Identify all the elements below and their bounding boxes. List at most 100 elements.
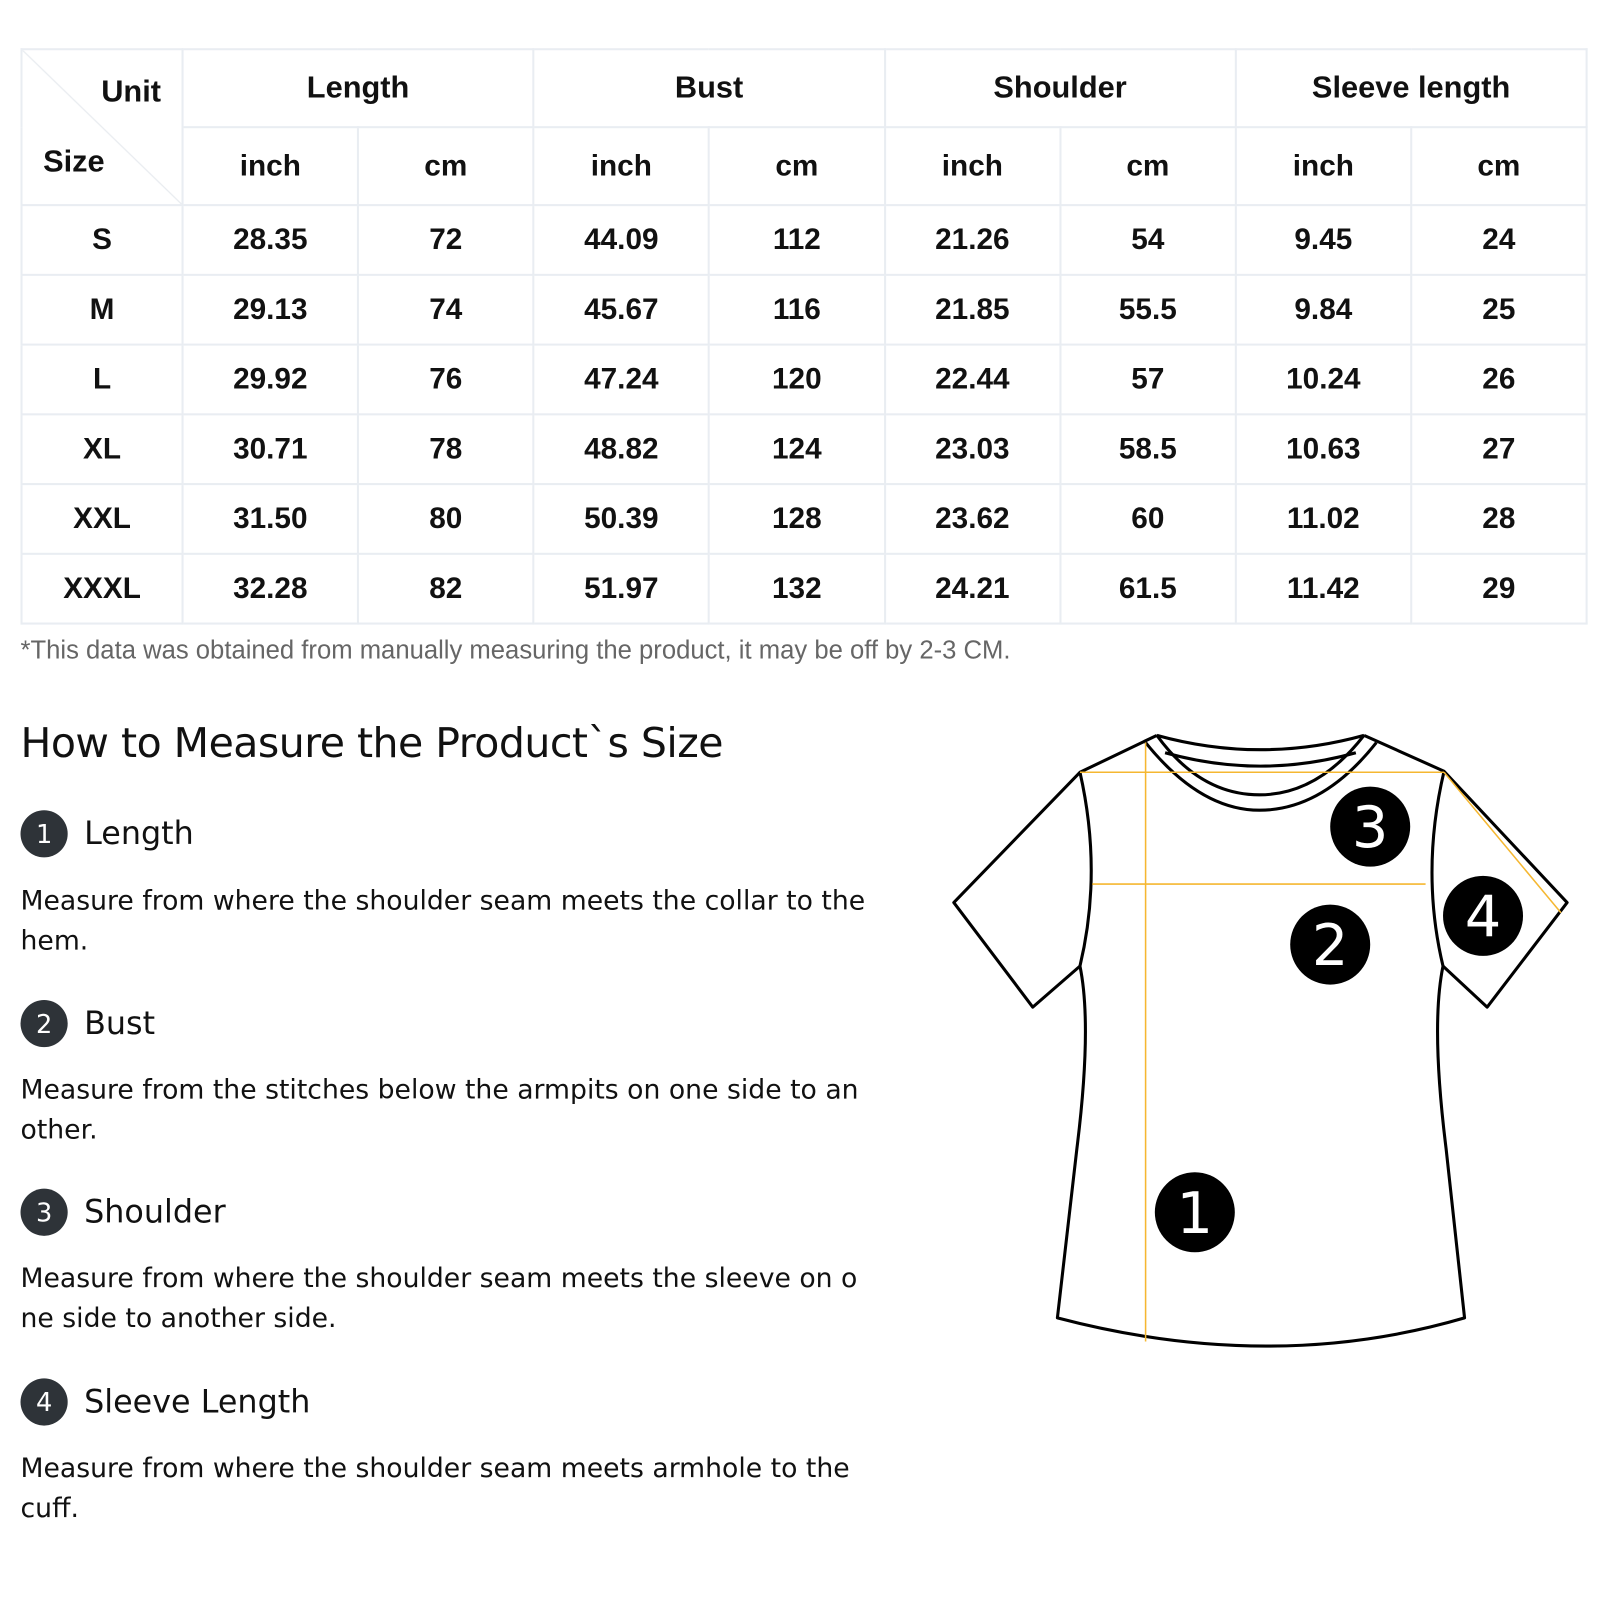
unit-cm: cm xyxy=(1410,126,1588,207)
value-cell: 112 xyxy=(708,204,886,276)
number-badge-icon: 2 xyxy=(20,999,68,1048)
value-cell: 72 xyxy=(357,204,535,276)
value-cell: 54 xyxy=(1059,204,1237,276)
value-cell: 10.63 xyxy=(1234,413,1413,486)
value-cell: 128 xyxy=(708,483,886,555)
unit-inch: inch xyxy=(883,126,1062,207)
size-header: Size xyxy=(43,144,105,179)
unit-inch: inch xyxy=(1234,126,1413,207)
guide-item-shoulder: 3 Shoulder xyxy=(20,1188,226,1236)
unit-cm: cm xyxy=(708,126,886,207)
value-cell: 29.13 xyxy=(181,273,360,346)
unit-header: Unit xyxy=(101,74,162,109)
size-chart-table: Unit Size Length Bust Shoulder Sleeve le… xyxy=(20,48,1588,625)
measurement-note: *This data was obtained from manually me… xyxy=(20,635,1011,665)
value-cell: 29 xyxy=(1410,552,1588,625)
value-cell: 82 xyxy=(357,552,535,625)
table-row: M 29.13 74 45.67 116 21.85 55.5 9.84 25 xyxy=(20,273,1588,346)
guide-item-label: Length xyxy=(84,815,194,853)
group-header-length: Length xyxy=(181,48,535,129)
value-cell: 50.39 xyxy=(532,483,711,555)
guide-item-label: Sleeve Length xyxy=(84,1383,311,1421)
guide-item-description: Measure from where the shoulder seam mee… xyxy=(20,886,866,957)
value-cell: 21.26 xyxy=(883,204,1062,276)
unit-inch: inch xyxy=(181,126,360,207)
size-cell: S xyxy=(20,204,184,276)
marker-1-icon xyxy=(1154,1172,1235,1253)
value-cell: 120 xyxy=(708,343,886,416)
unit-cm: cm xyxy=(1059,126,1237,207)
value-cell: 80 xyxy=(357,483,535,555)
group-header-shoulder: Shoulder xyxy=(883,48,1237,129)
guide-item-label: Shoulder xyxy=(84,1193,226,1231)
corner-header: Unit Size xyxy=(20,48,184,207)
value-cell: 57 xyxy=(1059,343,1237,416)
guide-item-label: Bust xyxy=(84,1005,156,1043)
unit-inch: inch xyxy=(532,126,711,207)
size-cell: XXXL xyxy=(20,552,184,625)
marker-3-icon xyxy=(1330,786,1411,867)
value-cell: 25 xyxy=(1410,273,1588,346)
marker-1-label: 1 xyxy=(1177,1180,1214,1247)
guide-title: How to Measure the Product`s Size xyxy=(20,719,724,768)
marker-2-label: 2 xyxy=(1312,912,1349,979)
shirt-outline xyxy=(952,733,1569,1348)
value-cell: 32.28 xyxy=(181,552,360,625)
value-cell: 11.42 xyxy=(1234,552,1413,625)
value-cell: 23.62 xyxy=(883,483,1062,555)
value-cell: 74 xyxy=(357,273,535,346)
number-badge-icon: 3 xyxy=(20,1188,68,1236)
table-row: XXL 31.50 80 50.39 128 23.62 60 11.02 28 xyxy=(20,483,1588,555)
size-cell: M xyxy=(20,273,184,346)
size-cell: L xyxy=(20,343,184,416)
number-badge-icon: 1 xyxy=(20,810,68,858)
marker-2-icon xyxy=(1290,904,1371,985)
value-cell: 28 xyxy=(1410,483,1588,555)
value-cell: 60 xyxy=(1059,483,1237,555)
table-row: S 28.35 72 44.09 112 21.26 54 9.45 24 xyxy=(20,204,1588,276)
value-cell: 48.82 xyxy=(532,413,711,486)
group-header-sleeve: Sleeve length xyxy=(1234,48,1588,129)
value-cell: 58.5 xyxy=(1059,413,1237,486)
value-cell: 78 xyxy=(357,413,535,486)
value-cell: 24 xyxy=(1410,204,1588,276)
guide-item-sleeve-length: 4 Sleeve Length xyxy=(20,1378,311,1426)
value-cell: 124 xyxy=(708,413,886,486)
value-cell: 51.97 xyxy=(532,552,711,625)
guide-item-bust: 2 Bust xyxy=(20,999,156,1048)
marker-4-label: 4 xyxy=(1465,883,1502,950)
value-cell: 21.85 xyxy=(883,273,1062,346)
value-cell: 10.24 xyxy=(1234,343,1413,416)
value-cell: 23.03 xyxy=(883,413,1062,486)
value-cell: 47.24 xyxy=(532,343,711,416)
value-cell: 9.45 xyxy=(1234,204,1413,276)
marker-4-icon xyxy=(1443,875,1524,956)
value-cell: 22.44 xyxy=(883,343,1062,416)
value-cell: 45.67 xyxy=(532,273,711,346)
group-header-bust: Bust xyxy=(532,48,886,129)
value-cell: 31.50 xyxy=(181,483,360,555)
value-cell: 24.21 xyxy=(883,552,1062,625)
size-cell: XL xyxy=(20,413,184,486)
value-cell: 30.71 xyxy=(181,413,360,486)
value-cell: 9.84 xyxy=(1234,273,1413,346)
value-cell: 26 xyxy=(1410,343,1588,416)
value-cell: 28.35 xyxy=(181,204,360,276)
guide-item-description: Measure from where the shoulder seam mee… xyxy=(20,1453,850,1525)
table-row: XXXL 32.28 82 51.97 132 24.21 61.5 11.42 29 xyxy=(20,552,1588,625)
marker-3-label: 3 xyxy=(1352,794,1389,861)
unit-cm: cm xyxy=(357,126,535,207)
guide-item-length: 1 Length xyxy=(20,810,194,858)
guide-item-description: Measure from where the shoulder seam mee… xyxy=(20,1263,858,1335)
table-row: XL 30.71 78 48.82 124 23.03 58.5 10.63 27 xyxy=(20,413,1588,486)
table-row: L 29.92 76 47.24 120 22.44 57 10.24 26 xyxy=(20,343,1588,416)
sleeve-line xyxy=(1443,771,1562,914)
value-cell: 55.5 xyxy=(1059,273,1237,346)
size-cell: XXL xyxy=(20,483,184,555)
value-cell: 76 xyxy=(357,343,535,416)
value-cell: 11.02 xyxy=(1234,483,1413,555)
value-cell: 61.5 xyxy=(1059,552,1237,625)
measure-lines xyxy=(1079,742,1562,1342)
value-cell: 132 xyxy=(708,552,886,625)
